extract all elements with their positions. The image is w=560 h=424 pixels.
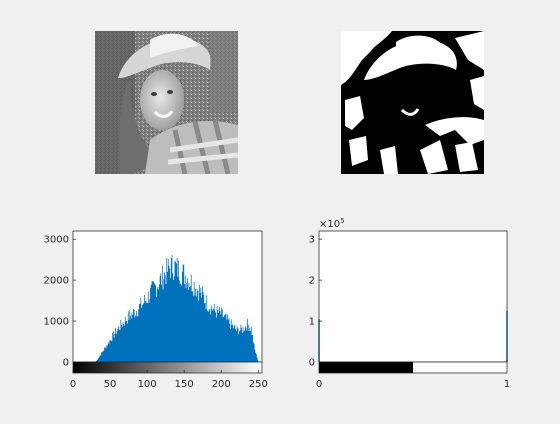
hist2-xtick-label: 0 (316, 379, 322, 390)
grayscale-histogram: 0 50 100 150 200 250 0 1000 2000 3000 (44, 230, 268, 390)
hist2-ytick-label: 2 (309, 276, 315, 287)
hist1-xtick-label: 50 (104, 379, 117, 390)
hist1-x-ticks: 0 50 100 150 200 250 (70, 370, 268, 390)
hist1-xtick-label: 200 (212, 379, 231, 390)
hist2-ytick-label: 0 (309, 358, 315, 369)
hist2-colorbar-frame (318, 361, 508, 374)
hist2-binary-colorbar (318, 361, 508, 374)
hist1-gray-colorbar (72, 361, 263, 374)
hist2-exponent-label: ×105 (319, 217, 345, 230)
hist1-ytick-label: 2000 (44, 276, 69, 287)
hist2-xtick-label: 1 (504, 379, 510, 390)
grayscale-image (95, 31, 238, 174)
hist1-xtick-label: 150 (175, 379, 194, 390)
hist1-ytick-label: 1000 (44, 317, 69, 328)
hist1-ytick-label: 0 (63, 358, 69, 369)
hist2-ytick-label: 1 (309, 317, 315, 328)
binary-image (341, 31, 484, 174)
hist1-xtick-label: 0 (70, 379, 76, 390)
hist2-plot-area (319, 231, 507, 362)
hist1-xtick-label: 100 (138, 379, 157, 390)
hist2-y-ticks: 0 1 2 3 (309, 235, 322, 369)
hist2-colorbar-black (319, 362, 413, 373)
hist1-y-ticks: 0 1000 2000 3000 (44, 235, 76, 369)
hist2-ytick-label: 3 (309, 235, 315, 246)
hist1-bars (95, 254, 259, 362)
hist2-colorbar-white (413, 362, 507, 373)
hist1-ytick-label: 3000 (44, 235, 69, 246)
hist1-xtick-label: 250 (249, 379, 268, 390)
